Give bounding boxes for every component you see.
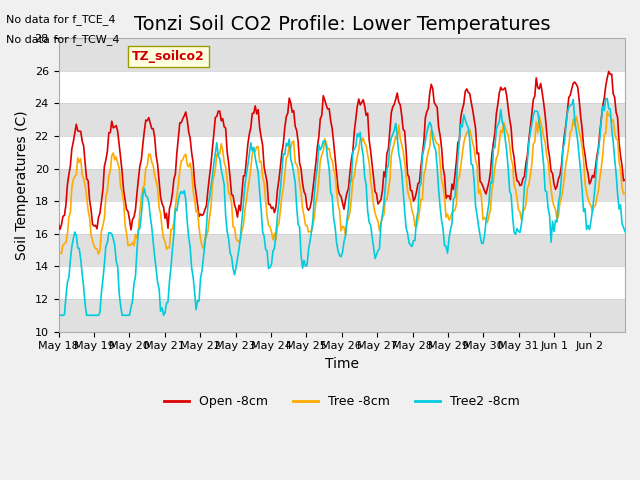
Text: No data for f_TCW_4: No data for f_TCW_4: [6, 34, 120, 45]
Bar: [58, 38, 625, 71]
Y-axis label: Soil Temperatures (C): Soil Temperatures (C): [15, 110, 29, 260]
X-axis label: Time: Time: [324, 357, 359, 371]
Bar: [58, 299, 625, 332]
Text: TZ_soilco2: TZ_soilco2: [132, 50, 205, 63]
Legend: Open -8cm, Tree -8cm, Tree2 -8cm: Open -8cm, Tree -8cm, Tree2 -8cm: [159, 390, 525, 413]
Text: No data for f_TCE_4: No data for f_TCE_4: [6, 14, 116, 25]
Bar: [58, 168, 625, 201]
Bar: [58, 104, 625, 136]
Bar: [58, 234, 625, 266]
Title: Tonzi Soil CO2 Profile: Lower Temperatures: Tonzi Soil CO2 Profile: Lower Temperatur…: [134, 15, 550, 34]
